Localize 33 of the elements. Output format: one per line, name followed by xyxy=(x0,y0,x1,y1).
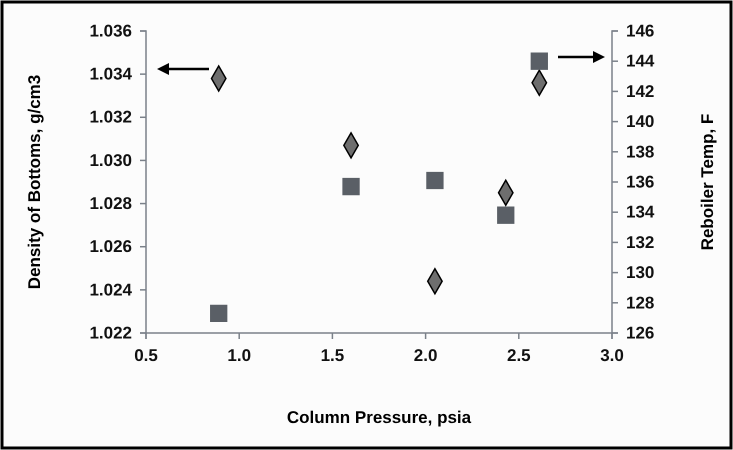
x-tick-label: 2.0 xyxy=(414,346,438,366)
point xyxy=(342,178,360,196)
x-tick-label: 2.5 xyxy=(506,346,531,366)
x-tick-label: 1.5 xyxy=(320,346,344,366)
x-axis-title: Column Pressure, psia xyxy=(286,408,472,427)
y-axis-title: Density of Bottoms, g/cm3 xyxy=(25,74,44,290)
point xyxy=(426,172,444,190)
y-tick-label: 1.036 xyxy=(89,21,132,40)
y-tick-label: 1.028 xyxy=(89,194,132,214)
y2-tick-label: 130 xyxy=(626,263,654,282)
y2-tick-label: 136 xyxy=(626,172,654,192)
y2-tick-label: 128 xyxy=(626,293,654,312)
y-tick-label: 1.022 xyxy=(89,323,132,342)
y2-axis-title: Reboiler Temp, F xyxy=(698,114,717,250)
x-tick-label: 0.5 xyxy=(134,346,158,366)
y2-tick-label: 140 xyxy=(626,112,654,132)
point xyxy=(210,304,228,322)
x-tick-label: 1.0 xyxy=(227,346,252,366)
y-tick-label: 1.032 xyxy=(89,108,132,127)
y-tick-label: 1.030 xyxy=(89,150,132,170)
y2-tick-label: 142 xyxy=(626,82,654,101)
x-tick-label: 3.0 xyxy=(600,346,624,366)
point xyxy=(497,206,514,224)
y2-tick-label: 134 xyxy=(626,202,655,222)
y-tick-label: 1.026 xyxy=(89,237,132,256)
y2-tick-label: 126 xyxy=(626,323,654,342)
point xyxy=(530,52,548,70)
y2-tick-label: 138 xyxy=(626,142,654,162)
y-tick-label: 1.034 xyxy=(89,64,133,84)
y2-tick-label: 132 xyxy=(626,232,654,252)
y2-tick-label: 144 xyxy=(626,52,655,71)
y2-tick-label: 146 xyxy=(626,21,654,40)
y-tick-label: 1.024 xyxy=(89,280,133,300)
